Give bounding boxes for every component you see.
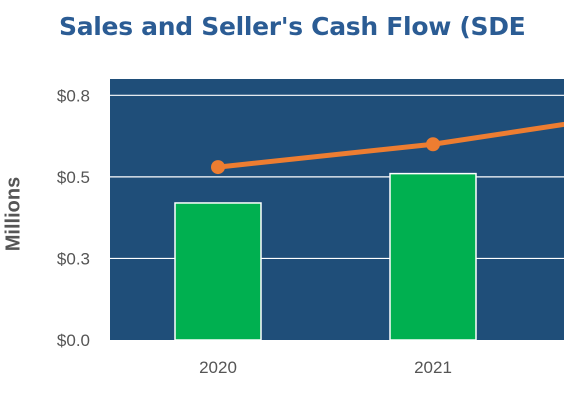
- bars: [174, 172, 477, 341]
- x-tick-labels: 202020212022: [199, 358, 452, 377]
- y-tick-label: $0.5: [57, 168, 90, 187]
- chart-title: Sales and Seller's Cash Flow (SDE: [59, 12, 526, 41]
- y-tick-label: $0.3: [57, 249, 90, 268]
- y-tick-labels: $0.0 $0.3 $0.5 $0.8: [57, 86, 90, 350]
- x-tick-label: 2020: [199, 358, 237, 377]
- y-tick-label: $0.0: [57, 331, 90, 350]
- bar: [174, 202, 262, 341]
- bar: [389, 172, 477, 341]
- line-point: [211, 160, 225, 175]
- line-point: [426, 137, 440, 152]
- line-series: [211, 121, 564, 175]
- y-tick-label: $0.8: [57, 86, 90, 105]
- x-tick-label: 2021: [414, 358, 452, 377]
